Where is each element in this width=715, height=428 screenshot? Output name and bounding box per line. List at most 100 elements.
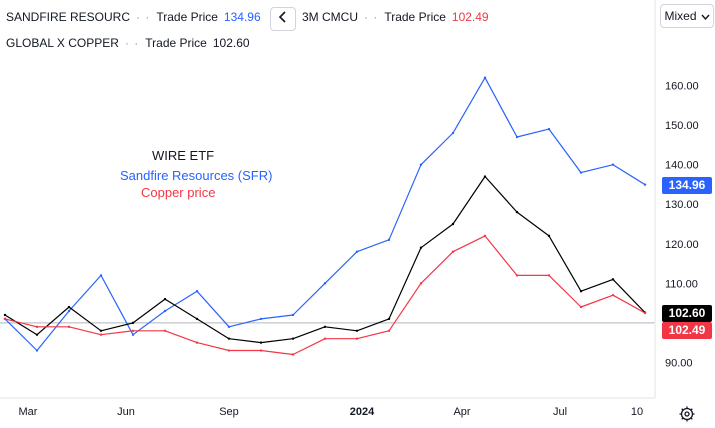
annotation-sandfire: Sandfire Resources (SFR) (120, 168, 273, 183)
series-0-point (579, 171, 583, 174)
series-2-point (387, 329, 391, 332)
series-2-point (131, 329, 135, 332)
y-tick-label-5: 140.00 (665, 160, 699, 172)
series-2-point (483, 234, 487, 238)
series-1-point (387, 317, 391, 321)
chevron-down-icon (700, 9, 710, 23)
series-0-point (611, 163, 615, 166)
series-2-point (323, 337, 327, 340)
series-0-point (419, 163, 423, 166)
series-2-point (355, 337, 359, 340)
legend-separator: · · (364, 10, 379, 24)
series-0-point (643, 183, 647, 186)
legend-wire-name[interactable]: GLOBAL X COPPER (6, 36, 119, 50)
x-tick-label-5: Jul (553, 406, 567, 418)
legend-sfr-value: 134.96 (223, 10, 261, 24)
legend-sfr-name[interactable]: SANDFIRE RESOURC (6, 10, 131, 24)
y-tick-label-0: 90.00 (665, 357, 693, 369)
series-2-point (515, 274, 519, 277)
series-1-point (483, 175, 487, 178)
series-1-point (35, 333, 39, 336)
series-2-point (259, 349, 263, 352)
series-1-point (131, 321, 135, 325)
series-0-point (35, 349, 39, 352)
series-1-point (195, 317, 199, 321)
x-tick-label-3: 2024 (350, 406, 375, 418)
series-2-point (3, 317, 7, 321)
series-2-point (451, 250, 455, 253)
series-1-point (579, 290, 583, 293)
series-2-point (67, 325, 71, 329)
annotation-copper: Copper price (141, 185, 216, 200)
series-1-point (515, 210, 519, 214)
series-0-point (227, 325, 231, 329)
x-tick-label-2: Sep (219, 406, 239, 418)
series-2-point (291, 353, 295, 356)
y-tick-label-2: 110.00 (665, 278, 698, 290)
series-0-point (163, 309, 167, 313)
legend-separator: · · (136, 10, 151, 24)
series-1-point (611, 278, 615, 281)
series-0-point (515, 135, 519, 139)
legend-separator: · · (124, 36, 140, 50)
price-tag-wire: 102.60 (662, 304, 712, 322)
series-0-point (387, 238, 391, 242)
series-2-point (35, 325, 39, 329)
legend-copper-label: Trade Price (384, 10, 446, 24)
series-2-point (227, 349, 231, 352)
legend-row-top: SANDFIRE RESOURC · · Trade Price 134.96 (6, 10, 261, 24)
series-2-point (419, 282, 423, 285)
series-0-point (291, 313, 295, 317)
y-tick-label-3: 120.00 (665, 239, 699, 251)
chevron-left-icon (278, 10, 288, 28)
series-1-point (163, 297, 167, 301)
x-tick-label-0: Mar (19, 406, 38, 418)
x-tick-label-6: 10 (631, 406, 643, 418)
series-line-0[interactable] (4, 77, 646, 352)
series-1-point (451, 222, 455, 226)
scale-mode-button[interactable]: Mixed (660, 4, 714, 28)
price-tag-copper: 102.49 (662, 321, 712, 339)
collapse-legend-button[interactable] (270, 7, 296, 31)
y-tick-label-4: 130.00 (665, 199, 699, 211)
series-0-point (451, 131, 455, 135)
series-0-point (547, 127, 551, 131)
series-1-point (291, 337, 295, 340)
series-0-point (259, 317, 263, 321)
legend-row-bottom: GLOBAL X COPPER · · Trade Price 102.60 (6, 36, 250, 50)
series-1-point (99, 329, 103, 332)
series-2-point (611, 293, 615, 297)
series-2-point (579, 305, 583, 309)
legend-wire-value: 102.60 (212, 36, 250, 50)
series-2-point (547, 274, 551, 277)
x-tick-label-4: Apr (453, 406, 470, 418)
series-1-point (355, 329, 359, 332)
series-1-point (3, 313, 7, 317)
y-tick-label-7: 160.00 (665, 81, 699, 93)
series-line-2[interactable] (4, 235, 646, 356)
series-0-point (355, 250, 359, 253)
series-0-point (131, 333, 135, 336)
legend-row-top-second: 3M CMCU · · Trade Price 102.49 (302, 10, 489, 24)
legend-copper-name[interactable]: 3M CMCU (302, 10, 358, 24)
series-0-point (67, 309, 71, 313)
legend-sfr-label: Trade Price (156, 10, 218, 24)
series-0-point (195, 290, 199, 293)
series-0-point (483, 76, 487, 79)
series-1-point (419, 246, 423, 249)
settings-gear-icon[interactable] (678, 405, 696, 423)
scale-mode-label: Mixed (664, 9, 697, 23)
series-1-point (259, 341, 263, 344)
series-2-point (163, 329, 167, 332)
series-0-point (99, 274, 103, 277)
series-1-point (227, 337, 231, 340)
series-1-point (67, 305, 71, 309)
annotation-wire-etf: WIRE ETF (152, 148, 215, 163)
legend-wire-label: Trade Price (145, 36, 207, 50)
series-1-point (547, 234, 551, 238)
price-tag-sfr: 134.96 (662, 176, 712, 194)
series-line-1[interactable] (4, 175, 646, 344)
x-tick-label-1: Jun (117, 406, 135, 418)
